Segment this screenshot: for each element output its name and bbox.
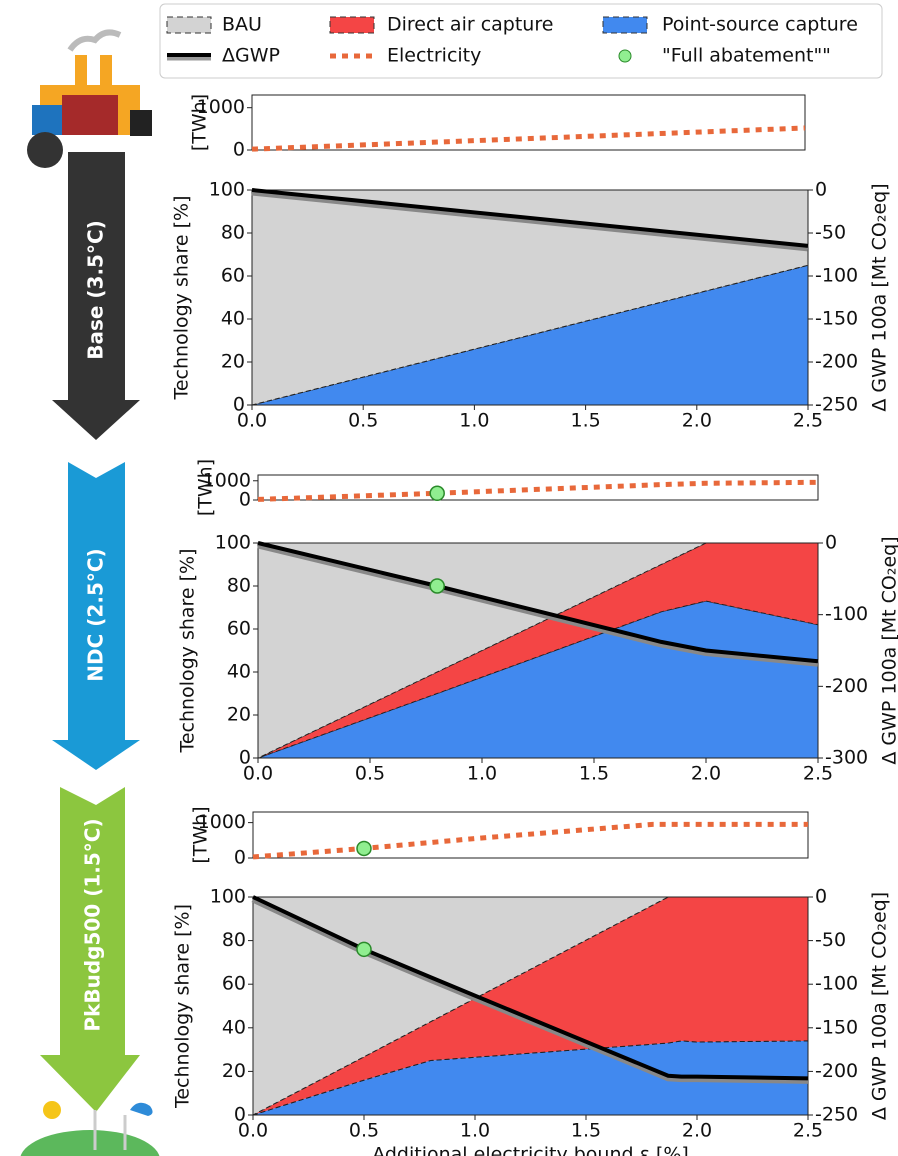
y-tick-label: 40 <box>227 661 251 683</box>
y-tick-label: 60 <box>227 618 251 640</box>
x-tick-label: 2.0 <box>682 410 712 432</box>
x-tick-label: 2.5 <box>793 1120 823 1142</box>
abatement-point <box>357 841 371 855</box>
legend-label: BAU <box>222 14 262 36</box>
x-tick-label: 0.5 <box>355 763 385 785</box>
y2-axis-label: Δ GWP 100a [Mt CO₂eq] <box>869 183 891 411</box>
scenario-label: Base (3.5°C) <box>84 220 108 360</box>
y-tick-label: 0 <box>239 489 251 511</box>
y2-tick-label: 0 <box>815 179 827 201</box>
legend-label: ΔGWP <box>222 45 280 67</box>
y-tick-label: 80 <box>222 929 246 951</box>
x-tick-label: 2.0 <box>691 763 721 785</box>
x-tick-label: 2.0 <box>682 1120 712 1142</box>
y2-tick-label: -200 <box>825 675 868 697</box>
y2-tick-label: 0 <box>825 532 837 554</box>
x-tick-label: 0.5 <box>348 410 378 432</box>
legend-swatch <box>619 50 631 62</box>
factory-icon <box>27 32 152 168</box>
x-tick-label: 2.5 <box>793 410 823 432</box>
y2-axis-label: Δ GWP 100a [Mt CO₂eq] <box>879 536 898 764</box>
y2-tick-label: -50 <box>815 222 846 244</box>
y-tick-label: 100 <box>215 532 251 554</box>
y2-tick-label: -150 <box>815 1016 858 1038</box>
y-tick-label: 40 <box>221 308 245 330</box>
abatement-point <box>430 579 444 593</box>
legend-label: "Full abatement"" <box>662 45 831 67</box>
x-tick-label: 1.5 <box>579 763 609 785</box>
scenario-label: NDC (2.5°C) <box>84 548 108 681</box>
legend-swatch <box>330 17 374 33</box>
y-tick-label: 80 <box>221 222 245 244</box>
x-tick-label: 0.0 <box>243 763 273 785</box>
legend-label: Direct air capture <box>387 14 553 36</box>
x-tick-label: 0.5 <box>349 1120 379 1142</box>
x-tick-label: 0.0 <box>238 1120 268 1142</box>
y-tick-label: 60 <box>222 973 246 995</box>
y-axis-label: Technology share [%] <box>171 195 193 400</box>
y-axis-label: Technology share [%] <box>177 548 199 753</box>
abatement-point <box>430 486 444 500</box>
y2-tick-label: 0 <box>815 886 827 908</box>
x-tick-label: 1.5 <box>571 1120 601 1142</box>
y-tick-label: 20 <box>227 704 251 726</box>
y2-axis-label: Δ GWP 100a [Mt CO₂eq] <box>869 892 891 1120</box>
legend-swatch <box>167 17 211 33</box>
x-tick-label: 1.0 <box>467 763 497 785</box>
y-tick-label: 80 <box>227 575 251 597</box>
y-tick-label: 20 <box>222 1060 246 1082</box>
y-tick-label: 0 <box>233 139 245 161</box>
y2-tick-label: -100 <box>815 973 858 995</box>
x-axis-label: Additional electricity bound ε [%] <box>372 1144 689 1156</box>
y-tick-label: 100 <box>210 886 246 908</box>
y-tick-label: 0 <box>234 847 246 869</box>
y-axis-label: [TWh] <box>190 806 212 863</box>
x-tick-label: 1.5 <box>570 410 600 432</box>
y-tick-label: 40 <box>222 1016 246 1038</box>
y-axis-label: [TWh] <box>195 459 217 516</box>
y-axis-label: Technology share [%] <box>172 904 194 1109</box>
x-tick-label: 0.0 <box>237 410 267 432</box>
x-tick-label: 1.0 <box>459 410 489 432</box>
y-tick-label: 100 <box>209 179 245 201</box>
y-axis-label: [TWh] <box>189 94 211 151</box>
renewables-icon <box>0 1101 160 1156</box>
y-tick-label: 60 <box>221 265 245 287</box>
figure: Base (3.5°C) NDC (2.5°C) PkBudg500 (1.5°… <box>0 0 898 1156</box>
legend-label: Electricity <box>387 45 481 67</box>
plot-background <box>252 95 805 150</box>
abatement-point <box>357 942 371 956</box>
y2-tick-label: -50 <box>815 929 846 951</box>
y-tick-label: 20 <box>221 351 245 373</box>
x-tick-label: 2.5 <box>803 763 833 785</box>
scenario-label: PkBudg500 (1.5°C) <box>81 818 105 1031</box>
y2-tick-label: -100 <box>815 265 858 287</box>
x-tick-label: 1.0 <box>460 1120 490 1142</box>
y2-tick-label: -200 <box>815 351 858 373</box>
y2-tick-label: -200 <box>815 1060 858 1082</box>
y2-tick-label: -100 <box>825 603 868 625</box>
legend-label: Point-source capture <box>662 14 858 36</box>
y2-tick-label: -150 <box>815 308 858 330</box>
legend: BAU Direct air capture Point-source capt… <box>160 4 882 78</box>
legend-swatch <box>603 17 647 33</box>
